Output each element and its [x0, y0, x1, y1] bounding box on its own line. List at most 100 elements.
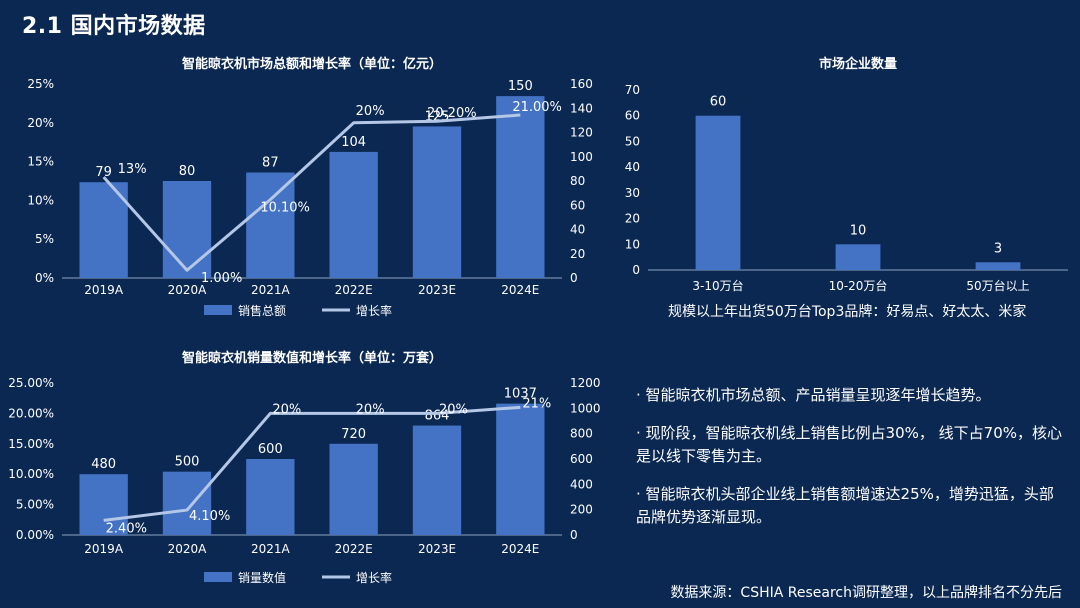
line-value-label: 20%	[272, 402, 301, 417]
summary-bullets: · 智能晾衣机市场总额、产品销量呈现逐年增长趋势。 · 现阶段，智能晾衣机线上销…	[636, 384, 1066, 544]
bar-value-label: 480	[91, 457, 116, 472]
top3-brands-note: 规模以上年出货50万台Top3品牌：好易点、好太太、米家	[668, 304, 1027, 320]
left-axis-tick-label: 0.00%	[16, 528, 54, 542]
right-axis-tick-label: 120	[570, 126, 593, 140]
bar	[329, 443, 378, 535]
line-value-label: 2.40%	[106, 521, 147, 536]
y-axis-tick-label: 0	[632, 263, 640, 277]
x-tick-label: 2022E	[335, 283, 373, 297]
bar	[246, 459, 295, 535]
bar	[246, 172, 295, 278]
growth-rate-line	[103, 405, 521, 522]
line-value-label: 21%	[522, 396, 551, 411]
bar	[496, 96, 545, 278]
x-tick-label: 2019A	[84, 542, 124, 556]
bar	[412, 126, 462, 278]
bar	[329, 151, 378, 278]
right-axis-tick-label: 100	[570, 150, 593, 164]
bar-value-label: 87	[262, 156, 279, 171]
bar-value-label: 720	[341, 427, 366, 442]
legend-swatch-bar	[204, 572, 232, 582]
bar	[835, 244, 881, 270]
bar-value-label: 1037	[504, 387, 537, 402]
legend-swatch-bar	[204, 305, 232, 315]
line-value-label: 1.00%	[201, 271, 242, 286]
left-axis-tick-label: 20.00%	[8, 406, 54, 420]
x-tick-label: 2022E	[335, 542, 373, 556]
chart-title: 市场企业数量	[819, 56, 897, 72]
left-axis-tick-label: 5.00%	[16, 498, 54, 512]
data-source: 数据来源：CSHIA Research调研整理，以上品牌排名不分先后	[670, 585, 1062, 601]
line-value-label: 20%	[439, 402, 468, 417]
left-axis-tick-label: 10.00%	[8, 467, 54, 481]
bar	[412, 425, 462, 535]
x-tick-label: 2020A	[168, 283, 208, 297]
bar-value-label: 10	[850, 223, 867, 238]
bar	[162, 181, 212, 278]
right-axis-tick-label: 200	[570, 503, 593, 517]
right-axis-tick-label: 80	[570, 174, 585, 188]
y-axis-tick-label: 40	[625, 160, 640, 174]
bar	[695, 115, 741, 270]
bar-value-label: 79	[95, 165, 112, 180]
bar	[496, 403, 545, 535]
y-axis-tick-label: 60	[625, 109, 640, 123]
bar-value-label: 150	[508, 79, 533, 94]
line-value-label: 20%	[356, 402, 385, 417]
bullet-3: · 智能晾衣机头部企业线上销售额增速达25%，增势迅猛，头部品牌优势逐渐显现。	[636, 485, 1054, 526]
left-axis-tick-label: 25%	[27, 77, 54, 91]
bar	[79, 182, 128, 278]
y-axis-tick-label: 70	[625, 83, 640, 97]
page-title: 2.1 国内市场数据	[22, 14, 206, 39]
right-axis-tick-label: 60	[570, 198, 585, 212]
bar-value-label: 80	[179, 164, 196, 179]
line-value-label: 20.20%	[427, 106, 477, 121]
x-tick-label: 2024E	[501, 542, 539, 556]
y-axis-tick-label: 10	[625, 237, 640, 251]
legend-label: 增长率	[356, 570, 392, 585]
x-tick-label: 10-20万台	[829, 278, 888, 293]
y-axis-tick-label: 30	[625, 186, 640, 200]
y-axis-tick-label: 20	[625, 212, 640, 226]
line-value-label: 20%	[356, 104, 385, 119]
left-axis-tick-label: 10%	[27, 193, 54, 207]
right-axis-tick-label: 1000	[570, 401, 601, 415]
bullet-1: · 智能晾衣机市场总额、产品销量呈现逐年增长趋势。	[636, 386, 991, 404]
legend-label: 增长率	[356, 303, 392, 318]
line-value-label: 4.10%	[189, 509, 230, 524]
bar-value-label: 500	[175, 455, 200, 470]
chart-title: 智能晾衣机销量数值和增长率（单位：万套）	[182, 350, 442, 366]
x-tick-label: 2020A	[168, 542, 208, 556]
x-tick-label: 3-10万台	[692, 278, 743, 293]
x-tick-label: 2019A	[84, 283, 124, 297]
bar	[162, 471, 212, 535]
bar-value-label: 60	[710, 95, 727, 110]
left-axis-tick-label: 0%	[35, 271, 54, 285]
growth-rate-line	[102, 113, 521, 272]
bar-value-label: 3	[994, 241, 1002, 256]
left-axis-tick-label: 15%	[27, 155, 54, 169]
bar-value-label: 600	[258, 442, 283, 457]
line-value-label: 13%	[118, 162, 147, 177]
left-axis-tick-label: 25.00%	[8, 376, 54, 390]
right-axis-tick-label: 0	[570, 271, 578, 285]
right-axis-tick-label: 140	[570, 101, 593, 115]
x-tick-label: 2024E	[501, 283, 539, 297]
x-tick-label: 50万台以上	[966, 278, 1029, 293]
left-axis-tick-label: 20%	[27, 116, 54, 130]
left-axis-tick-label: 15.00%	[8, 437, 54, 451]
bar	[79, 474, 128, 535]
right-axis-tick-label: 20	[570, 247, 585, 261]
right-axis-tick-label: 800	[570, 427, 593, 441]
right-axis-tick-label: 1200	[570, 376, 601, 390]
bullet-2: · 现阶段，智能晾衣机线上销售比例占30%， 线下占70%，核心是以线下零售为主…	[636, 424, 1062, 465]
chart-title: 智能晾衣机市场总额和增长率（单位：亿元）	[182, 56, 442, 72]
right-axis-tick-label: 400	[570, 477, 593, 491]
line-value-label: 21.00%	[512, 100, 562, 115]
right-axis-tick-label: 600	[570, 452, 593, 466]
y-axis-tick-label: 50	[625, 134, 640, 148]
line-value-label: 10.10%	[260, 201, 310, 216]
